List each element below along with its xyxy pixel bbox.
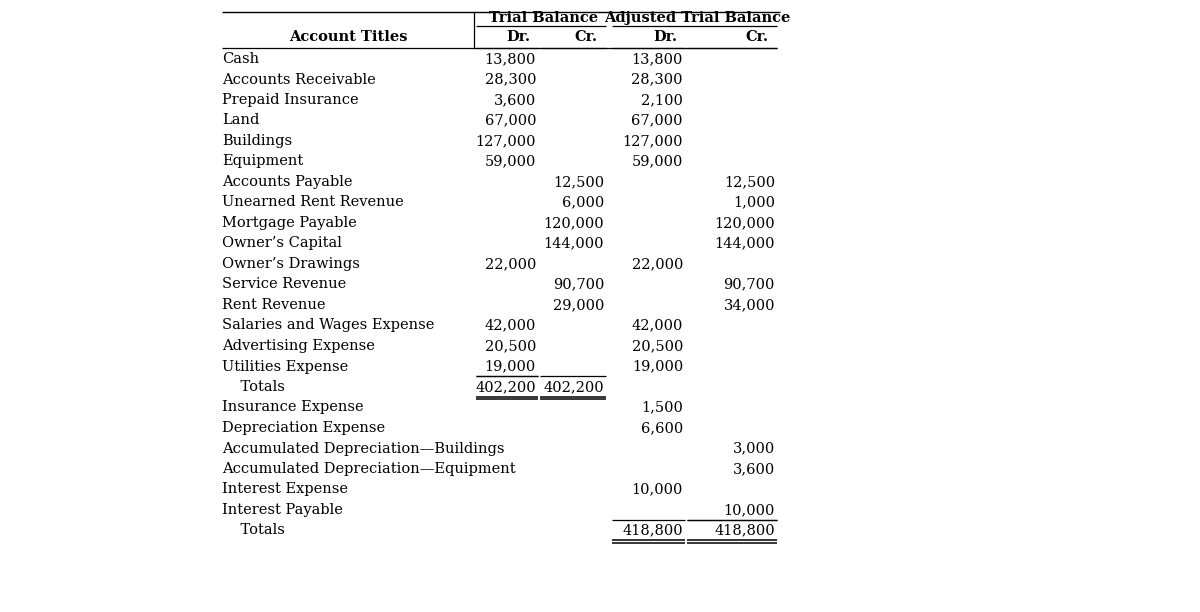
Text: 6,600: 6,600 bbox=[641, 421, 683, 435]
Text: Dr.: Dr. bbox=[506, 30, 530, 44]
Text: 59,000: 59,000 bbox=[485, 154, 536, 168]
Text: 12,500: 12,500 bbox=[724, 175, 775, 189]
Text: 28,300: 28,300 bbox=[485, 72, 536, 86]
Text: 90,700: 90,700 bbox=[724, 277, 775, 291]
Text: 19,000: 19,000 bbox=[631, 359, 683, 373]
Text: Land: Land bbox=[222, 113, 259, 127]
Text: 22,000: 22,000 bbox=[485, 257, 536, 271]
Text: 19,000: 19,000 bbox=[485, 359, 536, 373]
Text: Dr.: Dr. bbox=[653, 30, 677, 44]
Text: 144,000: 144,000 bbox=[544, 236, 604, 250]
Text: 67,000: 67,000 bbox=[485, 113, 536, 127]
Text: 2,100: 2,100 bbox=[641, 93, 683, 107]
Text: Cash: Cash bbox=[222, 52, 259, 66]
Text: Buildings: Buildings bbox=[222, 134, 292, 148]
Text: Owner’s Drawings: Owner’s Drawings bbox=[222, 257, 360, 271]
Text: 418,800: 418,800 bbox=[623, 523, 683, 537]
Text: Totals: Totals bbox=[222, 523, 284, 537]
Text: Prepaid Insurance: Prepaid Insurance bbox=[222, 93, 359, 107]
Text: Owner’s Capital: Owner’s Capital bbox=[222, 236, 342, 250]
Text: 22,000: 22,000 bbox=[631, 257, 683, 271]
Text: 127,000: 127,000 bbox=[475, 134, 536, 148]
Text: Utilities Expense: Utilities Expense bbox=[222, 359, 348, 373]
Text: 402,200: 402,200 bbox=[475, 380, 536, 394]
Text: 34,000: 34,000 bbox=[724, 298, 775, 312]
Text: 120,000: 120,000 bbox=[714, 216, 775, 230]
Text: Account Titles: Account Titles bbox=[289, 30, 407, 44]
Text: 3,600: 3,600 bbox=[493, 93, 536, 107]
Text: Cr.: Cr. bbox=[745, 30, 768, 44]
Text: 402,200: 402,200 bbox=[544, 380, 604, 394]
Text: 3,600: 3,600 bbox=[733, 462, 775, 476]
Text: 127,000: 127,000 bbox=[623, 134, 683, 148]
Text: Service Revenue: Service Revenue bbox=[222, 277, 347, 291]
Text: 10,000: 10,000 bbox=[631, 482, 683, 496]
Text: 29,000: 29,000 bbox=[553, 298, 604, 312]
Text: 67,000: 67,000 bbox=[631, 113, 683, 127]
Text: 1,500: 1,500 bbox=[641, 400, 683, 414]
Text: 28,300: 28,300 bbox=[631, 72, 683, 86]
Text: Rent Revenue: Rent Revenue bbox=[222, 298, 325, 312]
Text: Interest Expense: Interest Expense bbox=[222, 482, 348, 496]
Text: 12,500: 12,500 bbox=[553, 175, 604, 189]
Text: Adjusted Trial Balance: Adjusted Trial Balance bbox=[605, 11, 791, 25]
Text: 10,000: 10,000 bbox=[724, 503, 775, 517]
Text: 42,000: 42,000 bbox=[631, 318, 683, 332]
Text: Totals: Totals bbox=[222, 380, 284, 394]
Text: 20,500: 20,500 bbox=[485, 339, 536, 353]
Text: 3,000: 3,000 bbox=[733, 441, 775, 455]
Text: 20,500: 20,500 bbox=[631, 339, 683, 353]
Text: Accumulated Depreciation—Equipment: Accumulated Depreciation—Equipment bbox=[222, 462, 516, 476]
Text: Insurance Expense: Insurance Expense bbox=[222, 400, 364, 414]
Text: 144,000: 144,000 bbox=[714, 236, 775, 250]
Text: Salaries and Wages Expense: Salaries and Wages Expense bbox=[222, 318, 434, 332]
Text: Equipment: Equipment bbox=[222, 154, 304, 168]
Text: Accounts Receivable: Accounts Receivable bbox=[222, 72, 376, 86]
Text: Cr.: Cr. bbox=[575, 30, 598, 44]
Text: Unearned Rent Revenue: Unearned Rent Revenue bbox=[222, 195, 403, 209]
Text: Depreciation Expense: Depreciation Expense bbox=[222, 421, 385, 435]
Text: 418,800: 418,800 bbox=[714, 523, 775, 537]
Text: 6,000: 6,000 bbox=[562, 195, 604, 209]
Text: 90,700: 90,700 bbox=[553, 277, 604, 291]
Text: 120,000: 120,000 bbox=[544, 216, 604, 230]
Text: Accounts Payable: Accounts Payable bbox=[222, 175, 353, 189]
Text: 59,000: 59,000 bbox=[631, 154, 683, 168]
Text: 13,800: 13,800 bbox=[631, 52, 683, 66]
Text: 42,000: 42,000 bbox=[485, 318, 536, 332]
Text: Accumulated Depreciation—Buildings: Accumulated Depreciation—Buildings bbox=[222, 441, 504, 455]
Text: 13,800: 13,800 bbox=[485, 52, 536, 66]
Text: Advertising Expense: Advertising Expense bbox=[222, 339, 374, 353]
Text: 1,000: 1,000 bbox=[733, 195, 775, 209]
Text: Mortgage Payable: Mortgage Payable bbox=[222, 216, 356, 230]
Text: Interest Payable: Interest Payable bbox=[222, 503, 343, 517]
Text: Trial Balance: Trial Balance bbox=[490, 11, 599, 25]
